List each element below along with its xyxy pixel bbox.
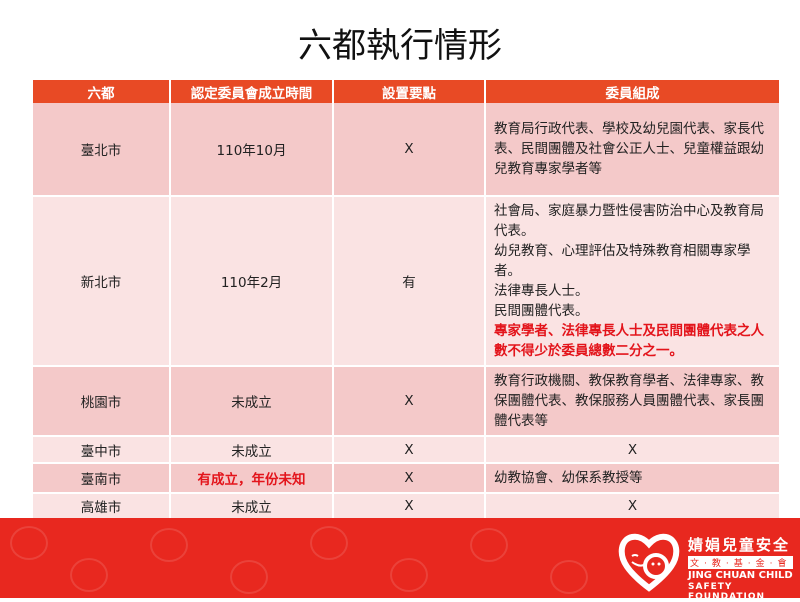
- heart-pattern: [550, 560, 588, 594]
- foundation-logo: 婧娟兒童安全 文‧教‧基‧金‧會 JING CHUAN CHILD SAFETY…: [610, 528, 800, 602]
- cities-table: 六都 認定委員會成立時間 設置要點 委員組成 臺北市 110年10月 X 教育局…: [33, 80, 781, 520]
- logo-text-cn2: 文‧教‧基‧金‧會: [688, 556, 794, 569]
- members-cell: X: [485, 493, 781, 520]
- members-cell: 社會局、家庭暴力暨性侵害防治中心及教育局代表。 幼兒教育、心理評估及特殊教育相關…: [485, 196, 781, 367]
- table-row: 臺南市 有成立，年份未知 X 幼教協會、幼保系教授等: [33, 463, 781, 494]
- time-cell: 未成立: [170, 436, 334, 464]
- logo-text-cn: 婧娟兒童安全: [688, 536, 791, 554]
- table-row: 桃園市 未成立 X 教育行政機關、教保教育學者、法律專家、教保團體代表、教保服務…: [33, 366, 781, 437]
- heart-pattern: [230, 560, 268, 594]
- city-cell: 新北市: [33, 196, 171, 367]
- header-members: 委員組成: [485, 80, 781, 103]
- heart-pattern: [390, 558, 428, 592]
- table-row: 新北市 110年2月 有 社會局、家庭暴力暨性侵害防治中心及教育局代表。 幼兒教…: [33, 196, 781, 367]
- table-row: 臺北市 110年10月 X 教育局行政代表、學校及幼兒園代表、家長代表、民間團體…: [33, 103, 781, 197]
- heart-logo-icon: [618, 533, 680, 592]
- table-row: 高雄市 未成立 X X: [33, 493, 781, 520]
- table-header-row: 六都 認定委員會成立時間 設置要點 委員組成: [33, 80, 781, 103]
- heart-pattern: [150, 528, 188, 562]
- member-line: 法律專長人士。: [494, 283, 589, 299]
- header-time: 認定委員會成立時間: [170, 80, 334, 103]
- city-cell: 桃園市: [33, 366, 171, 437]
- header-rules: 設置要點: [333, 80, 486, 103]
- city-cell: 高雄市: [33, 493, 171, 520]
- heart-pattern: [310, 526, 348, 560]
- logo-text-en1: JING CHUAN CHILD: [688, 570, 793, 581]
- time-cell: 未成立: [170, 493, 334, 520]
- slide-title: 六都執行情形: [298, 26, 502, 66]
- time-cell: 未成立: [170, 366, 334, 437]
- members-cell: X: [485, 436, 781, 464]
- time-cell: 110年10月: [170, 103, 334, 197]
- rules-cell: X: [333, 103, 486, 197]
- table-row: 臺中市 未成立 X X: [33, 436, 781, 464]
- member-line: 民間團體代表。: [494, 303, 589, 319]
- time-cell: 110年2月: [170, 196, 334, 367]
- time-cell: 有成立，年份未知: [170, 463, 334, 494]
- member-line: 社會局、家庭暴力暨性侵害防治中心及教育局代表。: [494, 203, 764, 239]
- heart-pattern: [70, 558, 108, 592]
- members-cell: 幼教協會、幼保系教授等: [485, 463, 781, 494]
- rules-cell: X: [333, 463, 486, 494]
- heart-pattern: [10, 526, 48, 560]
- city-cell: 臺北市: [33, 103, 171, 197]
- member-line: 幼兒教育、心理評估及特殊教育相關專家學者。: [494, 243, 751, 279]
- members-cell: 教育局行政代表、學校及幼兒園代表、家長代表、民間團體及社會公正人士、兒童權益跟幼…: [485, 103, 781, 197]
- rules-cell: X: [333, 366, 486, 437]
- city-cell: 臺中市: [33, 436, 171, 464]
- footer-banner: [0, 518, 800, 598]
- heart-pattern: [470, 528, 508, 562]
- rules-cell: X: [333, 493, 486, 520]
- city-cell: 臺南市: [33, 463, 171, 494]
- members-cell: 教育行政機關、教保教育學者、法律專家、教保團體代表、教保服務人員團體代表、家長團…: [485, 366, 781, 437]
- logo-text-en2: SAFETY FOUNDATION: [688, 582, 766, 602]
- rules-cell: X: [333, 436, 486, 464]
- rules-cell: 有: [333, 196, 486, 367]
- member-note: 專家學者、法律專長人士及民間團體代表之人數不得少於委員總數二分之一。: [494, 323, 764, 359]
- header-city: 六都: [33, 80, 171, 103]
